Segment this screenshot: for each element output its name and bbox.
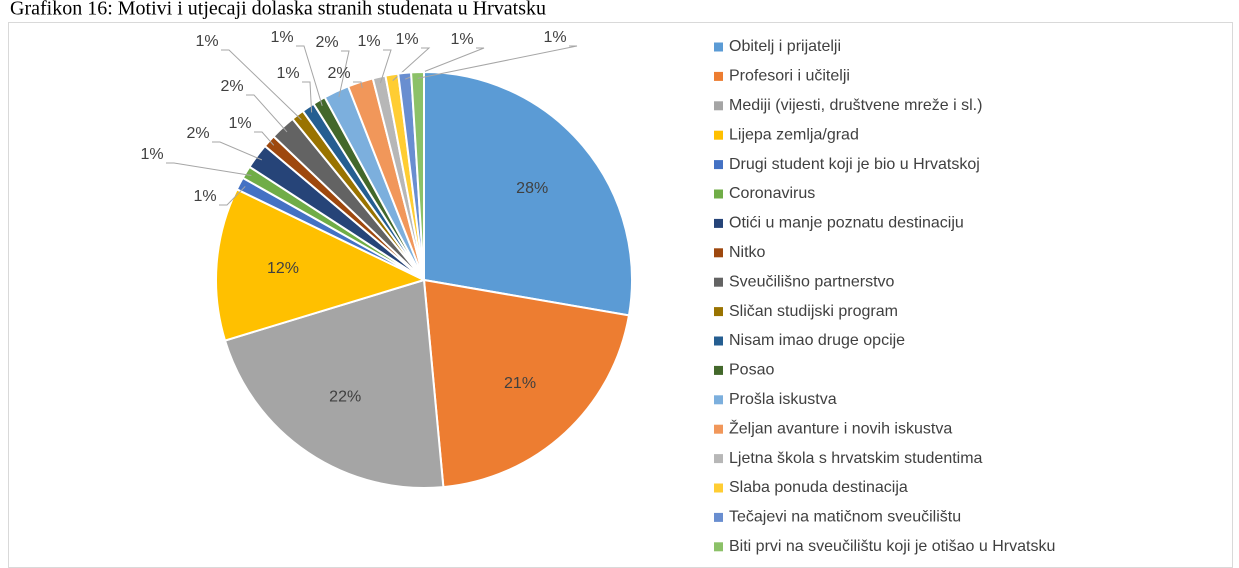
legend-swatch	[714, 277, 723, 287]
legend-label: Profesori i učitelji	[729, 68, 850, 85]
chart-title: Grafikon 16: Motivi i utjecaji dolaska s…	[10, 0, 546, 20]
leader-line	[338, 50, 350, 98]
leader-line	[302, 81, 313, 113]
legend-label: Nisam imao druge opcije	[729, 332, 905, 349]
leader-line	[212, 141, 263, 161]
data-label: 1%	[228, 115, 251, 132]
pie-slice	[215, 187, 427, 342]
legend-label: Slaba ponuda destinacija	[729, 479, 908, 496]
leader-line	[221, 49, 302, 121]
pie-slice	[410, 70, 425, 281]
leader-line	[379, 49, 392, 84]
legend-swatch	[714, 395, 723, 405]
data-label: 1%	[543, 29, 566, 46]
leader-line	[254, 131, 275, 146]
data-label: 1%	[450, 31, 473, 48]
legend-label: Lijepa zemlja/grad	[729, 126, 859, 143]
pie-slice	[423, 70, 633, 317]
legend-swatch	[714, 542, 723, 552]
legend-swatch	[714, 365, 723, 375]
data-label: 1%	[140, 146, 163, 163]
data-label: 1%	[395, 31, 418, 48]
pie-slice	[223, 278, 445, 489]
legend-label: Coronavirus	[729, 185, 815, 202]
data-label: 1%	[357, 33, 380, 50]
legend-label: Obitelj i prijatelji	[729, 38, 841, 55]
legend-swatch	[714, 483, 723, 493]
legend-label: Biti prvi na sveučilištu koji je otišao …	[729, 538, 1055, 555]
pie-slice	[422, 278, 631, 489]
legend-swatch	[714, 218, 723, 228]
legend-swatch	[714, 130, 723, 140]
legend-swatch	[714, 307, 723, 317]
data-label: 1%	[270, 29, 293, 46]
leader-line	[296, 45, 323, 106]
legend-label: Tečajevi na matičnom sveučilištu	[729, 509, 961, 526]
legend-swatch	[714, 424, 723, 434]
legend-swatch	[714, 454, 723, 464]
legend-label: Prošla iskustva	[729, 391, 837, 408]
data-label: 1%	[276, 65, 299, 82]
legend-label: Otići u manje poznatu destinaciju	[729, 215, 964, 232]
legend-swatch	[714, 189, 723, 199]
legend-label: Sveučilišno partnerstvo	[729, 273, 895, 290]
leader-line	[246, 94, 288, 133]
data-label: 2%	[220, 78, 243, 95]
legend-swatch	[714, 42, 723, 52]
legend-swatch	[714, 160, 723, 170]
legend-label: Željan avanture i novih iskustva	[729, 418, 952, 437]
leader-line	[417, 45, 578, 79]
data-label: 21%	[504, 375, 536, 392]
legend-swatch	[714, 248, 723, 258]
data-label: 22%	[329, 389, 361, 406]
data-label: 1%	[195, 33, 218, 50]
data-label: 12%	[267, 260, 299, 277]
legend-label: Sličan studijski program	[729, 303, 898, 320]
data-label: 1%	[193, 188, 216, 205]
legend-label: Mediji (vijesti, društvene mreže i sl.)	[729, 97, 982, 114]
legend-swatch	[714, 101, 723, 111]
legend-label: Drugi student koji je bio u Hrvatskoj	[729, 156, 980, 173]
legend-swatch	[714, 71, 723, 81]
legend-swatch	[714, 512, 723, 522]
leader-line	[353, 81, 363, 89]
leader-line	[219, 186, 246, 206]
legend-swatch	[714, 336, 723, 346]
legend-label: Posao	[729, 362, 774, 379]
data-label: 2%	[327, 65, 350, 82]
data-label: 2%	[186, 125, 209, 142]
leader-line	[392, 47, 431, 82]
legend-label: Nitko	[729, 244, 766, 261]
data-label: 28%	[516, 180, 548, 197]
leader-line	[166, 162, 252, 177]
data-label: 2%	[315, 34, 338, 51]
leader-line	[405, 47, 485, 80]
legend-label: Ljetna škola s hrvatskim studentima	[729, 450, 983, 467]
